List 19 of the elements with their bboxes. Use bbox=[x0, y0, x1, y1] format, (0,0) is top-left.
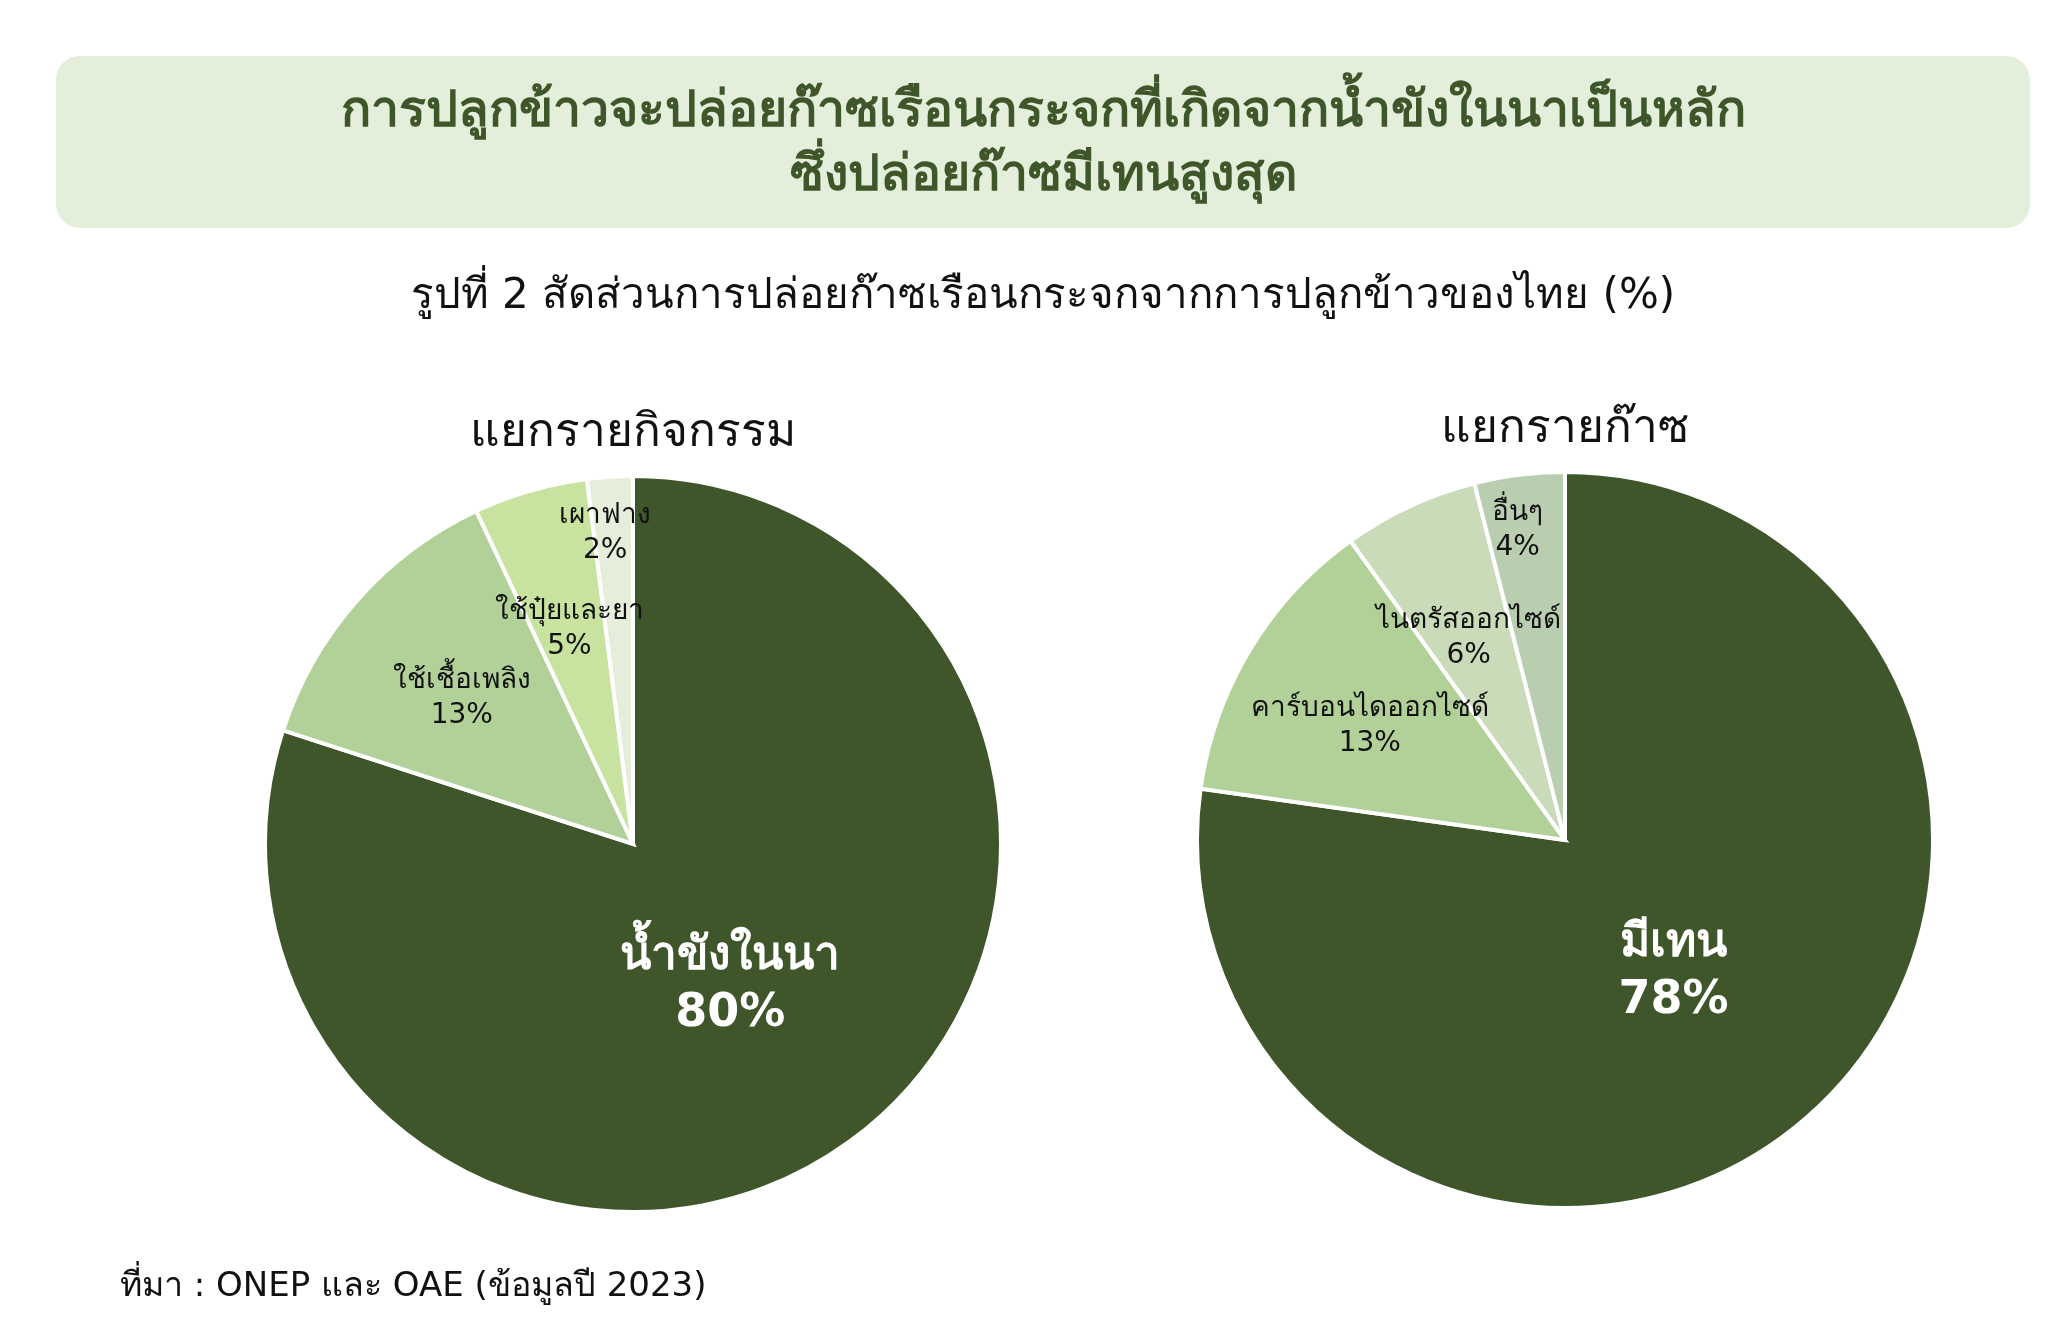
data-label: 78% bbox=[1618, 970, 1729, 1025]
data-label: 13% bbox=[430, 696, 493, 730]
data-label: 13% bbox=[1338, 725, 1401, 759]
chart-title: แยกรายก๊าซ bbox=[1441, 399, 1689, 453]
text: ที่มา : ONEP และ OAE (ข้อมูลปี 2023) bbox=[120, 1261, 707, 1305]
text: การปลูกข้าวจะปล่อยก๊าซเรือนกระจกที่เกิดจากน้ำขังในนาเป็นหลัก ซึ่งปล่อยก๊าซมีเทนสูงสุด bbox=[340, 72, 1746, 204]
slice-label: ไนตรัสออกไซด์ bbox=[1374, 601, 1562, 635]
data-label: 6% bbox=[1446, 636, 1491, 670]
slice-label: มีเทน bbox=[1620, 912, 1729, 967]
data-label: 4% bbox=[1495, 529, 1540, 563]
slice-label: คาร์บอนไดออกไซด์ bbox=[1250, 690, 1489, 724]
chart-title: แยกรายกิจกรรม bbox=[470, 403, 796, 457]
data-label: 80% bbox=[675, 983, 786, 1038]
text: รูปที่ 2 สัดส่วนการปล่อยก๊าซเรือนกระจกจากการปลูกข้าวของไทย (%) bbox=[410, 265, 1676, 319]
slice-label: ใช้เชื้อเพลิง bbox=[392, 657, 531, 695]
data-label: 5% bbox=[547, 628, 592, 662]
slice-label: อื่นๆ bbox=[1492, 491, 1544, 528]
slice-label: น้ำขังในนา bbox=[620, 918, 841, 980]
data-label: 2% bbox=[582, 531, 628, 565]
